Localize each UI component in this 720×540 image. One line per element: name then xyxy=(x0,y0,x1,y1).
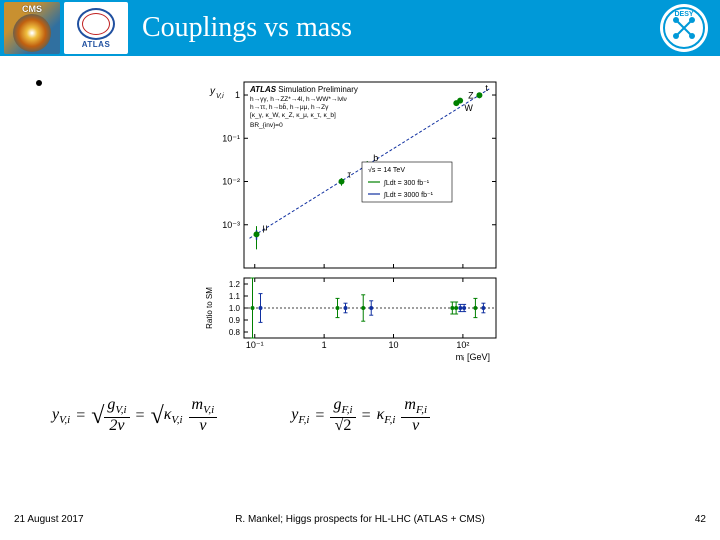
logo-group: CMS ATLAS xyxy=(0,0,130,56)
svg-text:τ: τ xyxy=(348,170,352,180)
cms-burst-icon xyxy=(13,14,51,52)
cms-logo: CMS xyxy=(4,2,60,54)
svg-text:b: b xyxy=(373,153,378,163)
svg-text:∫Ldt = 3000 fb⁻¹: ∫Ldt = 3000 fb⁻¹ xyxy=(383,192,434,199)
slide-title: Couplings vs mass xyxy=(142,12,352,44)
couplings-chart: 10⁻³ 10⁻² 10⁻¹ 1 10⁻¹ 1 10 10² 0.8 0.9 1.0 1.1 1.2 yV… xyxy=(196,68,508,364)
svg-text:1.0: 1.0 xyxy=(229,304,241,313)
svg-text:Ratio to SM: Ratio to SM xyxy=(205,287,214,329)
svg-text:10²: 10² xyxy=(456,340,469,350)
slide-content: 10⁻³ 10⁻² 10⁻¹ 1 10⁻¹ 1 10 10² 0.8 0.9 1.0 1.1 1.2 yV… xyxy=(0,56,720,496)
svg-text:h→ττ, h→bb̄, h→μμ, h→Zγ: h→ττ, h→bb̄, h→μμ, h→Zγ xyxy=(250,103,329,111)
svg-text:10⁻¹: 10⁻¹ xyxy=(222,133,240,143)
footer-date: 21 August 2017 xyxy=(14,514,84,525)
slide-header: CMS ATLAS Couplings vs mass DESY xyxy=(0,0,720,56)
svg-text:1: 1 xyxy=(322,340,327,350)
svg-text:Z: Z xyxy=(468,91,474,101)
svg-text:BR_{inv}=0: BR_{inv}=0 xyxy=(250,122,283,129)
svg-text:V,i: V,i xyxy=(216,93,224,100)
svg-text:ATLAS Simulation Preliminary: ATLAS Simulation Preliminary xyxy=(249,85,358,94)
svg-text:1: 1 xyxy=(235,90,240,100)
svg-text:W: W xyxy=(464,103,473,113)
svg-text:10: 10 xyxy=(389,340,399,350)
footer-center: R. Mankel; Higgs prospects for HL-LHC (A… xyxy=(235,514,485,525)
bullet-icon xyxy=(36,80,42,86)
svg-text:10⁻³: 10⁻³ xyxy=(222,220,240,230)
svg-text:mᵢ [GeV]: mᵢ [GeV] xyxy=(456,352,490,362)
svg-text:1.2: 1.2 xyxy=(229,280,241,289)
atlas-ring-icon xyxy=(77,8,115,40)
footer-page: 42 xyxy=(695,514,706,525)
atlas-logo: ATLAS xyxy=(64,2,128,54)
atlas-logo-text: ATLAS xyxy=(82,40,111,49)
svg-text:[κ_γ, κ_W, κ_Z, κ_μ, κ_τ, κ_b]: [κ_γ, κ_W, κ_Z, κ_μ, κ_τ, κ_b] xyxy=(250,112,336,119)
desy-text: DESY xyxy=(674,11,693,18)
formula-yF: yF,i = gF,i√2 = κF,i mF,iv xyxy=(291,397,430,435)
svg-text:∫Ldt = 300 fb⁻¹: ∫Ldt = 300 fb⁻¹ xyxy=(383,180,430,187)
svg-text:0.9: 0.9 xyxy=(229,316,241,325)
svg-text:μ: μ xyxy=(263,222,268,232)
desy-logo: DESY xyxy=(660,4,708,52)
slide-footer: 21 August 2017 R. Mankel; Higgs prospect… xyxy=(0,514,720,530)
svg-text:10⁻²: 10⁻² xyxy=(222,177,240,187)
svg-text:0.8: 0.8 xyxy=(229,328,241,337)
svg-text:√s = 14 TeV: √s = 14 TeV xyxy=(368,166,405,174)
svg-text:h→γγ, h→ZZ*→4l, h→WW*→lνlν: h→γγ, h→ZZ*→4l, h→WW*→lνlν xyxy=(250,96,347,103)
svg-text:10⁻¹: 10⁻¹ xyxy=(246,340,264,350)
formula-yV: yV,i = √gV,i2v = √κV,i mV,iv xyxy=(52,397,217,435)
svg-text:y: y xyxy=(209,86,216,97)
svg-text:1.1: 1.1 xyxy=(229,292,241,301)
cms-logo-text: CMS xyxy=(22,4,42,14)
formulas-row: yV,i = √gV,i2v = √κV,i mV,iv yF,i = gF,i… xyxy=(52,396,672,436)
